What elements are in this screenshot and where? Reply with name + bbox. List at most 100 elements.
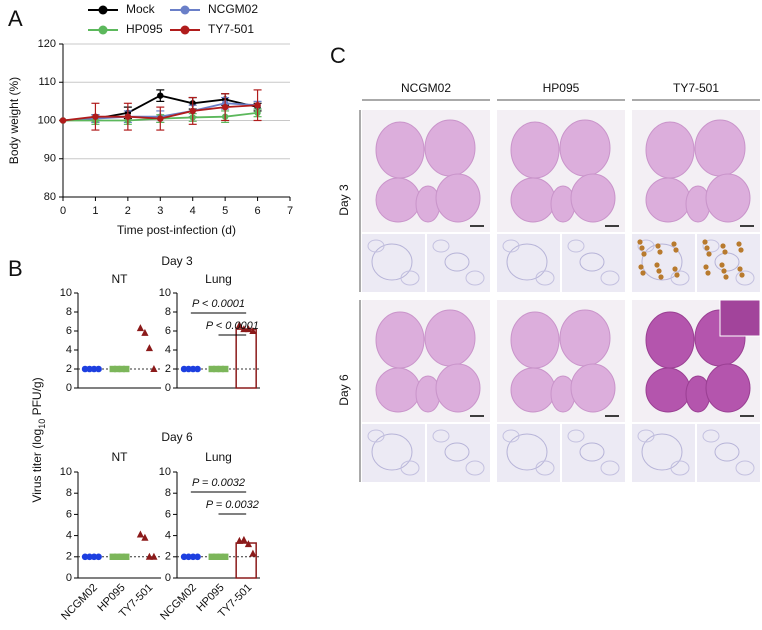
y-tick-label: 6 <box>165 325 171 337</box>
panel-letter: B <box>8 256 23 281</box>
mean-bar <box>235 542 257 579</box>
y-tick-label: 120 <box>38 38 56 50</box>
tissue-outline <box>641 433 683 471</box>
lung-lobe <box>645 367 691 413</box>
antigen-stain <box>673 247 679 253</box>
data-point <box>157 92 164 99</box>
data-point <box>109 365 116 373</box>
lung-lobe <box>375 367 421 413</box>
data-point <box>222 365 229 373</box>
y-tick-label: 10 <box>159 287 171 299</box>
tissue-outline <box>535 460 555 476</box>
y-tick-label: 80 <box>44 191 56 203</box>
antigen-stain <box>638 264 644 270</box>
y-tick-label: 8 <box>165 487 171 499</box>
data-point <box>145 552 154 560</box>
column-header: NCGM02 <box>401 81 451 95</box>
x-tick-label: NCGM02 <box>59 582 100 623</box>
y-tick-label: 4 <box>165 530 171 542</box>
y-axis-label-part: 10 <box>37 419 47 429</box>
data-point <box>240 535 248 543</box>
panel-letter: A <box>8 6 23 31</box>
x-tick-label: 1 <box>92 205 98 217</box>
x-tick-label: 3 <box>157 205 163 217</box>
antigen-stain <box>640 270 646 276</box>
data-point <box>95 553 102 561</box>
y-tick-label: 8 <box>66 487 72 499</box>
antigen-stain <box>654 262 660 268</box>
tissue-outline <box>567 429 585 443</box>
tissue-outline <box>641 243 683 281</box>
antigen-stain <box>704 245 710 251</box>
data-point <box>118 553 125 560</box>
y-tick-label: 10 <box>60 287 72 299</box>
lung-lobe <box>510 121 560 179</box>
y-tick-label: 6 <box>66 508 72 520</box>
y-tick-label: 8 <box>66 306 72 318</box>
panel-title: NT <box>112 272 129 286</box>
antigen-stain <box>637 239 643 245</box>
lung-lobe <box>559 119 611 177</box>
data-point <box>249 327 257 334</box>
antigen-stain <box>721 268 727 274</box>
lung-lobe <box>645 311 695 369</box>
lung-lobe <box>435 173 481 223</box>
comparison-label: P = 0.0032 <box>192 477 245 489</box>
data-point <box>221 103 229 111</box>
lung-lobe <box>424 119 476 177</box>
y-tick-label: 8 <box>165 306 171 318</box>
tissue-outline <box>600 460 620 476</box>
tissue-outline <box>714 442 740 462</box>
tissue-outline <box>735 460 755 476</box>
y-tick-label: 0 <box>165 572 171 584</box>
histology-tile <box>427 234 490 292</box>
y-tick-label: 2 <box>165 363 171 375</box>
antigen-stain <box>706 251 712 257</box>
lung-lobe <box>375 311 425 369</box>
x-tick-label: 6 <box>255 205 261 217</box>
x-tick-label: 5 <box>222 205 228 217</box>
tissue-outline <box>465 270 485 286</box>
data-point <box>194 365 201 373</box>
antigen-stain <box>739 272 745 278</box>
data-point <box>123 553 130 560</box>
row-label: Day 3 <box>337 184 351 216</box>
data-point <box>92 113 99 120</box>
data-point <box>95 365 102 373</box>
tissue-outline <box>465 460 485 476</box>
tissue-outline <box>637 239 655 253</box>
legend-marker <box>98 5 108 15</box>
y-tick-label: 90 <box>44 153 56 165</box>
x-tick-label: 4 <box>190 205 196 217</box>
row-title: Day 6 <box>161 430 193 444</box>
antigen-stain <box>719 262 725 268</box>
tissue-outline <box>444 442 470 462</box>
data-point <box>213 365 220 373</box>
lung-lobe <box>435 363 481 413</box>
lung-lobe <box>645 121 695 179</box>
legend-label: TY7-501 <box>208 22 254 36</box>
y-axis-label: Virus titer (log10 PFU/g) <box>30 377 47 502</box>
data-point <box>217 553 224 560</box>
inset-image <box>719 299 761 337</box>
tissue-outline <box>506 243 548 281</box>
data-point <box>150 552 158 560</box>
data-point <box>109 553 116 560</box>
x-tick-label: 0 <box>60 205 66 217</box>
lung-lobe <box>375 121 425 179</box>
antigen-stain <box>658 274 664 280</box>
lung-lobe <box>510 311 560 369</box>
data-point <box>59 117 67 124</box>
y-axis-label-part: PFU/g) <box>30 377 44 418</box>
lung-lobe <box>570 173 616 223</box>
tissue-outline <box>444 252 470 272</box>
legend-label: HP095 <box>126 22 163 36</box>
y-tick-label: 6 <box>66 325 72 337</box>
data-point <box>249 549 257 557</box>
tissue-outline <box>579 252 605 272</box>
y-tick-label: 4 <box>66 530 72 542</box>
data-point <box>235 321 244 329</box>
data-point <box>141 533 149 541</box>
y-tick-label: 0 <box>66 572 72 584</box>
